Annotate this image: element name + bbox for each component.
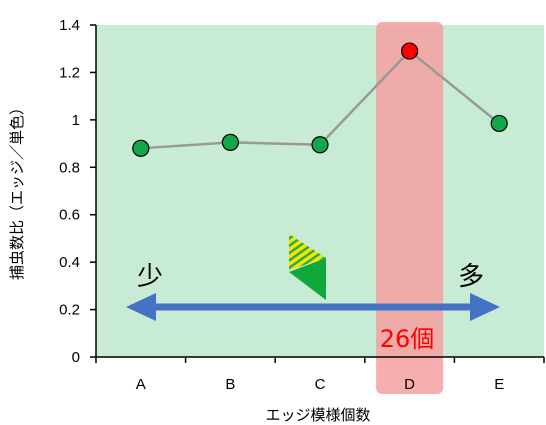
y-tick-label: 1 <box>72 112 80 129</box>
y-tick-label: 1.2 <box>59 64 80 81</box>
data-point-c <box>311 136 329 154</box>
y-tick-label: 0.6 <box>59 207 80 224</box>
data-point-b <box>221 133 239 151</box>
x-tick-label: D <box>404 376 415 393</box>
y-tick-label: 0.4 <box>59 254 80 271</box>
highlight-band-d <box>376 22 444 394</box>
x-tick-label: B <box>225 376 235 393</box>
y-tick-label: 0.8 <box>59 159 80 176</box>
x-axis-label: エッジ模様個数 <box>265 406 370 424</box>
annotation-right: 多 <box>458 262 484 292</box>
data-point-a <box>132 139 150 157</box>
data-point-d <box>401 42 419 60</box>
range-arrow <box>126 293 500 321</box>
trap-icon <box>289 234 326 300</box>
highlight-label: 26個 <box>380 325 435 353</box>
x-tick-label: C <box>315 376 326 393</box>
x-tick-label: A <box>136 376 146 393</box>
data-point-e <box>490 114 508 133</box>
y-tick-label: 0.2 <box>59 302 80 319</box>
x-tick-label: E <box>494 376 504 393</box>
y-tick-label: 0 <box>72 349 80 366</box>
annotation-left: 少 <box>137 262 163 292</box>
y-tick-label: 1.4 <box>59 17 80 34</box>
y-axis-label: 捕虫数比（エッジ／単色） <box>8 100 26 280</box>
plot-background <box>96 25 544 357</box>
